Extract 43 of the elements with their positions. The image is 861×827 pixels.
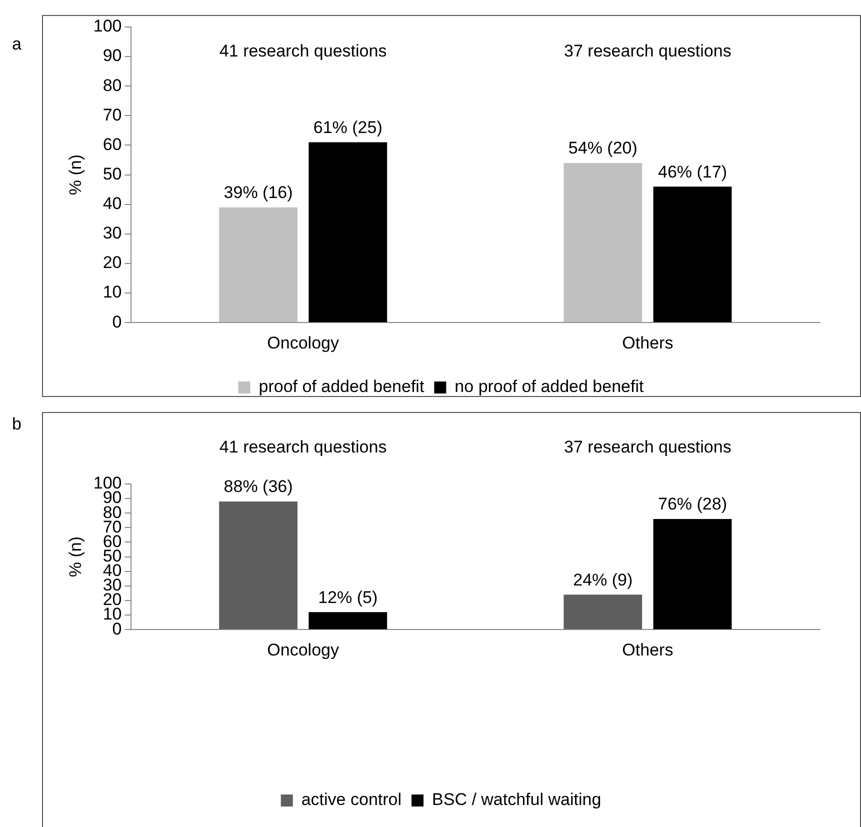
legend-label: BSC / watchful waiting: [432, 790, 602, 810]
text: b: [12, 414, 22, 434]
data-label: 88% (36): [224, 477, 293, 496]
legend-label: proof of added benefit: [258, 377, 424, 396]
y-tick-label: 0: [112, 312, 122, 332]
annotation: 41 research questions: [219, 42, 387, 61]
y-axis-title: % (n): [66, 154, 85, 196]
bar: [219, 501, 298, 630]
data-label: 61% (25): [313, 118, 382, 137]
data-label: 24% (9): [573, 570, 633, 590]
y-tick-label: 40: [102, 194, 122, 214]
x-tick-label: Oncology: [267, 333, 340, 352]
bar: [308, 142, 388, 322]
y-tick-label: 100: [93, 16, 122, 36]
bar: [308, 612, 388, 630]
y-tick-label: 50: [102, 164, 122, 184]
data-label: 76% (28): [658, 494, 727, 514]
bar: [219, 207, 298, 322]
data-label: 54% (20): [568, 138, 638, 158]
y-tick-label: 30: [102, 224, 122, 243]
bar: [564, 594, 642, 630]
y-tick-label: 20: [102, 253, 122, 272]
text: 41 research questions: [219, 438, 387, 457]
legend-label: active control: [301, 790, 402, 810]
y-tick-label: 80: [102, 76, 122, 95]
x-tick-label: Others: [622, 333, 674, 352]
y-axis-title: % (n): [66, 536, 85, 578]
y-tick-label: 10: [102, 282, 122, 302]
y-tick-label: 60: [102, 134, 122, 154]
data-label: 39% (16): [224, 183, 293, 202]
bar: [653, 518, 732, 630]
text: 37 research questions: [564, 438, 732, 457]
legend-label: no proof of added benefit: [454, 377, 644, 396]
x-tick-label: Others: [622, 640, 674, 660]
x-tick-label: Oncology: [267, 640, 340, 660]
y-tick-label: 70: [102, 105, 122, 124]
annotation: 37 research questions: [564, 42, 732, 61]
data-label: 12% (5): [318, 588, 378, 607]
data-label: 46% (17): [658, 162, 727, 182]
text: a: [12, 34, 22, 54]
bar: [653, 186, 732, 322]
bar: [564, 162, 642, 322]
y-tick-label: 90: [102, 46, 122, 66]
